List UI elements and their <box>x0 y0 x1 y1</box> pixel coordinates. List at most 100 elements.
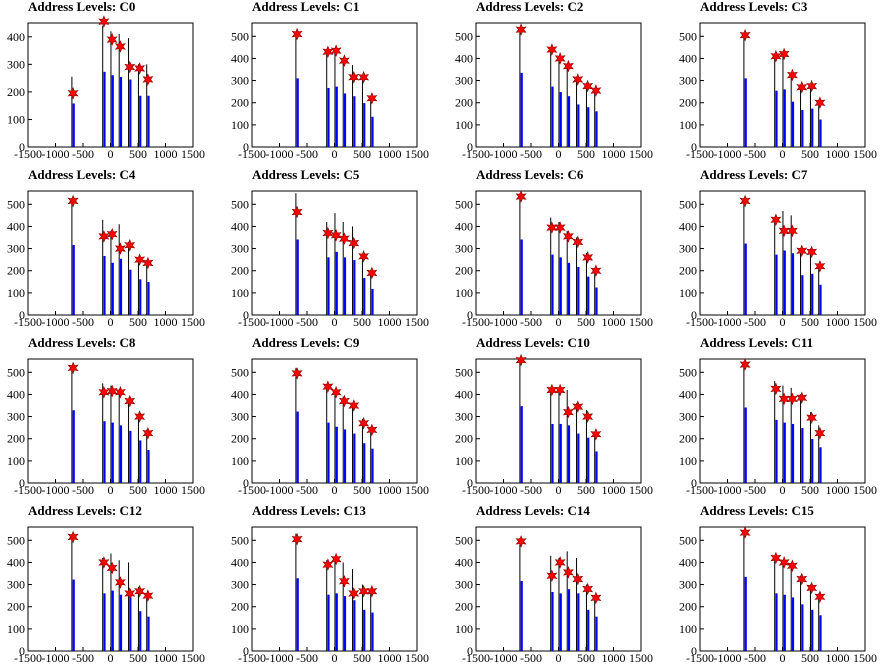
peak-star-marker <box>806 245 818 259</box>
histogram-bar <box>801 275 804 315</box>
x-tick-label: -500 <box>744 147 766 161</box>
y-tick-label: 400 <box>7 555 25 569</box>
x-tick-label: 1000 <box>602 483 626 497</box>
x-tick-label: 500 <box>801 483 819 497</box>
y-tick-label: 200 <box>231 96 249 110</box>
peak-star-marker <box>814 96 826 109</box>
y-tick-label: 300 <box>7 410 25 424</box>
peak-star-marker <box>124 394 136 408</box>
y-tick-label: 100 <box>679 286 697 300</box>
peak-star-marker <box>142 426 154 440</box>
y-tick-label: 500 <box>455 29 473 43</box>
peak-star-marker <box>134 62 146 75</box>
y-tick-label: 0 <box>467 308 473 322</box>
peak-star-marker <box>554 383 566 397</box>
chart-panel: Address Levels: C60100200300400500-1500-… <box>455 167 653 329</box>
histogram-bar <box>595 616 598 651</box>
y-tick-label: 0 <box>243 476 249 490</box>
histogram-bar <box>119 76 123 147</box>
y-tick-label: 0 <box>691 644 697 658</box>
chart-title: Address Levels: C9 <box>252 335 360 350</box>
histogram-bar <box>296 78 299 147</box>
peak-star-marker <box>590 84 602 97</box>
x-tick-label: 500 <box>129 651 147 665</box>
histogram-bar <box>595 287 598 315</box>
y-tick-label: 500 <box>7 197 25 211</box>
x-tick-label: 1000 <box>602 315 626 329</box>
histogram-bar <box>775 90 778 147</box>
y-tick-label: 500 <box>7 365 25 379</box>
peak-star-marker <box>348 399 360 412</box>
histogram-bar <box>520 239 523 315</box>
y-tick-label: 400 <box>7 219 25 233</box>
x-tick-label: -1000 <box>42 651 70 665</box>
x-tick-label: -1500 <box>686 651 714 665</box>
histogram-bar <box>371 116 374 147</box>
x-tick-label: 1500 <box>405 651 429 665</box>
y-tick-label: 0 <box>691 140 697 154</box>
y-tick-label: 500 <box>231 197 249 211</box>
y-tick-label: 0 <box>467 140 473 154</box>
histogram-bar <box>139 279 142 315</box>
x-tick-label: -500 <box>520 147 542 161</box>
peak-star-marker <box>348 236 360 250</box>
histogram-bar <box>775 419 778 483</box>
chart-title: Address Levels: C13 <box>252 503 366 518</box>
histogram-bar <box>353 600 356 651</box>
x-tick-label: -1000 <box>42 315 70 329</box>
histogram-bar <box>551 86 554 147</box>
x-tick-label: -1500 <box>462 147 490 161</box>
chart-panel: Address Levels: C80100200300400500-1500-… <box>7 335 205 497</box>
histogram-bar <box>783 89 786 147</box>
peak-star-marker <box>796 244 808 258</box>
y-tick-label: 200 <box>679 264 697 278</box>
chart-panel: Address Levels: C20100200300400500-1500-… <box>455 0 653 161</box>
peak-star-marker <box>582 410 594 423</box>
histogram-bar <box>567 589 571 651</box>
y-tick-label: 100 <box>679 622 697 636</box>
y-tick-label: 0 <box>691 476 697 490</box>
y-tick-label: 300 <box>679 242 697 256</box>
x-tick-label: 1500 <box>181 651 205 665</box>
chart-title: Address Levels: C6 <box>476 167 584 182</box>
x-tick-label: 0 <box>332 651 338 665</box>
y-tick-label: 200 <box>7 432 25 446</box>
peak-star-marker <box>739 28 751 42</box>
peak-star-marker <box>562 405 574 419</box>
x-tick-label: 0 <box>108 483 114 497</box>
histogram-bar <box>72 103 75 147</box>
peak-star-marker <box>814 426 826 440</box>
y-tick-label: 200 <box>7 264 25 278</box>
peak-star-marker <box>67 530 79 544</box>
peak-star-marker <box>98 15 110 28</box>
x-tick-label: 500 <box>577 147 595 161</box>
y-tick-label: 500 <box>7 533 25 547</box>
peak-star-marker <box>786 224 798 238</box>
x-tick-label: -1500 <box>462 651 490 665</box>
chart-title: Address Levels: C10 <box>476 335 590 350</box>
peak-star-marker <box>338 232 350 245</box>
y-tick-label: 500 <box>679 365 697 379</box>
x-tick-label: -1500 <box>686 483 714 497</box>
y-tick-label: 200 <box>679 96 697 110</box>
peak-star-marker <box>582 79 594 93</box>
peak-star-marker <box>546 569 558 582</box>
peak-star-marker <box>124 60 136 74</box>
histogram-bar <box>744 576 747 651</box>
chart-panel: Address Levels: C70100200300400500-1500-… <box>679 167 877 329</box>
x-tick-label: 0 <box>108 651 114 665</box>
y-tick-label: 400 <box>679 387 697 401</box>
y-tick-label: 400 <box>455 555 473 569</box>
x-tick-label: -500 <box>744 315 766 329</box>
peak-star-marker <box>134 584 146 598</box>
y-tick-label: 100 <box>455 622 473 636</box>
y-tick-label: 300 <box>679 410 697 424</box>
chart-panel: Address Levels: C30100200300400500-1500-… <box>679 0 877 161</box>
chart-panel: Address Levels: C11 0 100 200 300 400 500 -1500… <box>679 335 877 497</box>
y-tick-label: 500 <box>679 29 697 43</box>
histogram-bar <box>147 616 150 651</box>
histogram-bar <box>343 93 347 147</box>
x-tick-label: -1000 <box>490 315 518 329</box>
x-tick-label: 1500 <box>405 315 429 329</box>
histogram-bar <box>119 594 123 651</box>
